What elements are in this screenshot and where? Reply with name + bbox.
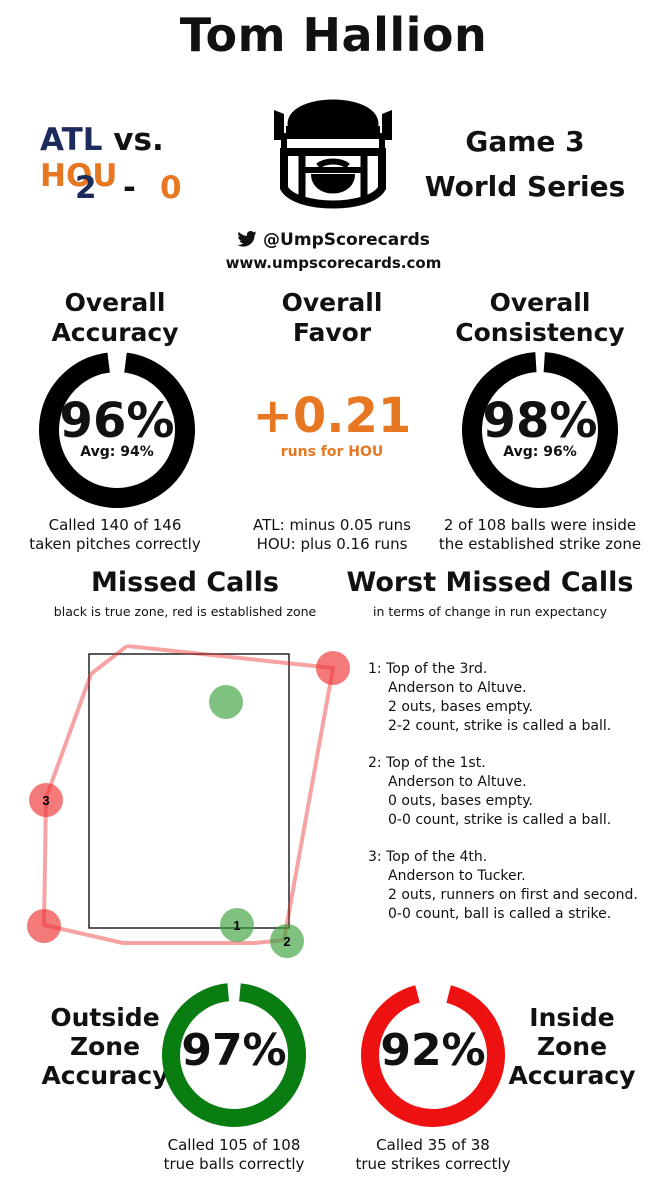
inside-zone-caption: Called 35 of 38 true strikes correctly — [318, 1136, 548, 1174]
worst-missed-item: 1: Top of the 3rd. Anderson to Altuve. 2… — [368, 660, 663, 736]
item-situation: 2 outs, runners on first and second. — [388, 887, 638, 903]
favor-title-line1: Overall — [281, 288, 383, 317]
pitch-missed-red-2 — [27, 909, 61, 943]
item-number: 3: — [368, 849, 382, 865]
matchup-teams: ATL vs. HOU — [40, 122, 240, 194]
item-matchup: Anderson to Altuve. — [388, 680, 527, 696]
home-team: HOU — [40, 158, 118, 194]
favor-title: Overall Favor — [237, 288, 427, 348]
umpire-mask-icon — [274, 99, 392, 209]
umpire-name: Tom Hallion — [179, 8, 488, 62]
inside-zone-title-line3: Accuracy — [508, 1061, 636, 1090]
outside-zone-title-line2: Zone — [69, 1032, 141, 1061]
score-dash: - — [123, 170, 136, 206]
item-call: 2-2 count, strike is called a ball. — [388, 718, 612, 734]
game-number: Game 3 — [465, 125, 585, 158]
accuracy-title-line2: Accuracy — [51, 318, 179, 347]
inside-zone-title-line1: Inside — [529, 1003, 615, 1032]
missed-calls-subtitle: black is true zone, red is established z… — [53, 604, 317, 619]
outside-zone-value: 97% — [181, 1025, 287, 1076]
favor-caption-line2: HOU: plus 0.16 runs — [256, 535, 408, 553]
item-matchup: Anderson to Altuve. — [388, 774, 527, 790]
accuracy-value: 96% — [59, 393, 175, 449]
twitter-bird-icon — [237, 231, 257, 247]
away-score: 2 — [75, 170, 97, 206]
pitch-3-label: 3 — [42, 793, 49, 808]
item-inning: Top of the 3rd. — [386, 661, 488, 677]
missed-calls-title: Missed Calls — [91, 567, 279, 598]
consistency-title-line1: Overall — [489, 288, 591, 317]
inside-zone-caption-line1: Called 35 of 38 — [376, 1136, 490, 1154]
pitch-1 — [220, 908, 254, 942]
accuracy-donut — [39, 352, 195, 508]
accuracy-title-line1: Overall — [64, 288, 166, 317]
item-inning: Top of the 4th. — [386, 849, 488, 865]
item-call: 0-0 count, strike is called a ball. — [388, 812, 612, 828]
consistency-caption: 2 of 108 balls were inside the establish… — [427, 516, 653, 554]
accuracy-avg: Avg: 94% — [80, 444, 154, 460]
favor-value: +0.21 — [252, 388, 412, 444]
favor-caption: ATL: minus 0.05 runs HOU: plus 0.16 runs — [222, 516, 442, 554]
favor-title-line2: Favor — [292, 318, 372, 347]
inside-zone-title: Inside Zone Accuracy — [492, 1003, 652, 1090]
consistency-caption-line1: 2 of 108 balls were inside — [443, 516, 637, 534]
item-number: 1: — [368, 661, 382, 677]
consistency-title: Overall Consistency — [440, 288, 640, 348]
outside-zone-title-line3: Accuracy — [41, 1061, 169, 1090]
worst-missed-list: 1: Top of the 3rd. Anderson to Altuve. 2… — [368, 660, 663, 924]
pitch-2 — [270, 924, 304, 958]
item-situation: 2 outs, bases empty. — [388, 699, 533, 715]
social-handle-row: @UmpScorecards — [180, 230, 487, 250]
favor-unit: runs for HOU — [280, 444, 384, 460]
item-situation: 0 outs, bases empty. — [388, 793, 533, 809]
outside-zone-title: Outside Zone Accuracy — [25, 1003, 185, 1090]
consistency-donut — [462, 352, 618, 508]
accuracy-caption: Called 140 of 146 taken pitches correctl… — [5, 516, 225, 554]
inside-zone-title-line2: Zone — [536, 1032, 608, 1061]
worst-missed-subtitle: in terms of change in run expectancy — [373, 604, 607, 619]
accuracy-ring — [39, 352, 195, 508]
true-zone — [88, 653, 290, 929]
home-score: 0 — [160, 170, 182, 206]
accuracy-caption-line2: taken pitches correctly — [29, 535, 201, 553]
consistency-value: 98% — [482, 393, 598, 449]
pitch-1-label: 1 — [233, 918, 240, 933]
worst-missed-item: 2: Top of the 1st. Anderson to Altuve. 0… — [368, 754, 663, 830]
strike-zone-plot: 3 1 2 — [27, 644, 350, 958]
favor-caption-line1: ATL: minus 0.05 runs — [253, 516, 411, 534]
outside-zone-caption-line1: Called 105 of 108 — [167, 1136, 301, 1154]
inside-zone-donut — [361, 983, 505, 1127]
accuracy-caption-line1: Called 140 of 146 — [48, 516, 182, 534]
twitter-handle[interactable]: @UmpScorecards — [263, 230, 430, 250]
item-inning: Top of the 1st. — [386, 755, 486, 771]
pitch-3 — [29, 783, 63, 817]
consistency-title-line2: Consistency — [455, 318, 625, 347]
outside-zone-ring — [162, 983, 306, 1127]
item-number: 2: — [368, 755, 382, 771]
vs-label: vs. — [113, 122, 164, 158]
accuracy-title: Overall Accuracy — [20, 288, 210, 348]
outside-zone-caption: Called 105 of 108 true balls correctly — [119, 1136, 349, 1174]
pitch-missed-red — [316, 651, 350, 685]
inside-zone-value: 92% — [380, 1025, 486, 1076]
consistency-ring — [462, 352, 618, 508]
consistency-caption-line2: the established strike zone — [438, 535, 642, 553]
worst-missed-item: 3: Top of the 4th. Anderson to Tucker. 2… — [368, 848, 663, 924]
outside-zone-donut — [162, 983, 306, 1127]
consistency-avg: Avg: 96% — [503, 444, 577, 460]
outside-zone-title-line1: Outside — [50, 1003, 160, 1032]
pitch-correct-green — [209, 685, 243, 719]
pitch-2-label: 2 — [283, 934, 290, 949]
outside-zone-caption-line2: true balls correctly — [163, 1155, 305, 1173]
website-link[interactable]: www.umpscorecards.com — [225, 254, 442, 272]
series-name: World Series — [424, 170, 626, 203]
established-zone — [41, 644, 336, 945]
worst-missed-title: Worst Missed Calls — [346, 567, 634, 598]
inside-zone-caption-line2: true strikes correctly — [355, 1155, 511, 1173]
away-team: ATL — [40, 122, 103, 158]
item-matchup: Anderson to Tucker. — [388, 868, 526, 884]
item-call: 0-0 count, ball is called a strike. — [388, 906, 612, 922]
